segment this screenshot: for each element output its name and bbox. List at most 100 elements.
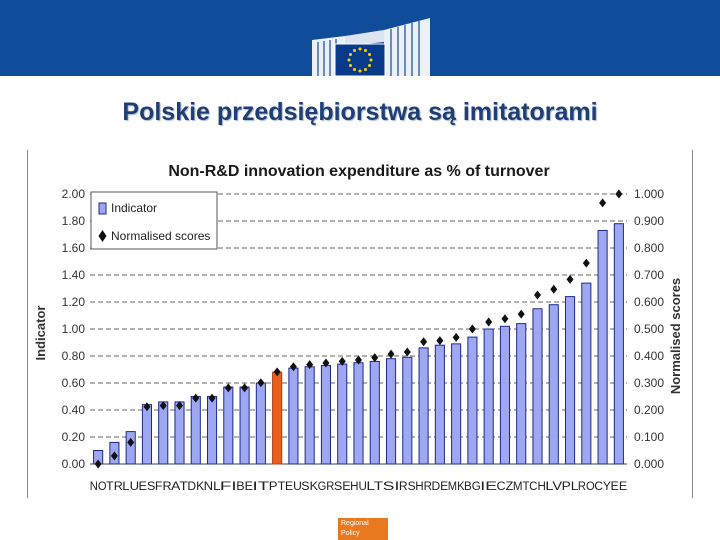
bar-mk <box>451 343 462 465</box>
legend-entry-indicator: Indicator <box>111 201 157 215</box>
bar-es <box>141 404 153 465</box>
legend-marker-swatch <box>98 230 107 242</box>
marker-dk <box>192 393 200 403</box>
bar-lv <box>548 304 559 465</box>
marker-fr <box>159 401 167 411</box>
x-tick-label: HR <box>415 481 432 493</box>
marker-it <box>257 378 265 388</box>
bar-it <box>255 382 266 465</box>
marker-mt <box>517 309 525 319</box>
bar-lu <box>125 431 136 465</box>
flag-star-icon <box>348 64 352 67</box>
bar-at <box>174 401 185 465</box>
y2-tick-label: 0.900 <box>634 214 664 228</box>
header-banner <box>0 0 720 76</box>
bar-bg <box>467 336 478 465</box>
marker-pl <box>566 274 574 284</box>
x-tick-label: FI <box>220 481 237 493</box>
bar-se <box>337 363 348 465</box>
flag-star-icon <box>358 69 362 73</box>
bar-ee <box>613 223 624 465</box>
footer-badge: Regional Policy <box>338 518 388 540</box>
marker-lv <box>550 284 558 294</box>
chart-title: Non-R&D innovation expenditure as % of t… <box>168 163 549 180</box>
bar-hu <box>353 362 364 465</box>
legend: Indicator Normalised scores <box>90 191 218 250</box>
y2-axis-label: Normalised scores <box>668 278 683 394</box>
y-tick-label: 1.00 <box>62 322 86 336</box>
footer-text-line1: Regional <box>341 520 369 527</box>
x-tick-label: BG <box>464 481 481 493</box>
bar-nl <box>206 396 218 465</box>
bar-ch <box>532 308 543 465</box>
bar-ie <box>483 328 494 465</box>
marker-gr <box>322 358 330 368</box>
bar-de <box>434 344 445 465</box>
flag-star-icon <box>364 48 367 52</box>
x-tick-label: LV <box>545 481 562 493</box>
x-tick-label: RO <box>578 481 595 493</box>
x-tick-label: EU <box>285 481 302 493</box>
marker-rs <box>403 347 411 357</box>
flag-star-icon <box>348 53 352 56</box>
y2-tick-label: 0.700 <box>634 268 664 282</box>
bar-cy <box>597 229 608 465</box>
bar-pl <box>564 296 576 465</box>
marker-nl <box>208 393 216 403</box>
bar-cz <box>499 325 511 465</box>
y-tick-label: 2.00 <box>62 187 86 201</box>
marker-eu <box>289 362 297 372</box>
x-tick-label: BE <box>236 481 253 493</box>
footer-text-line2: Policy <box>341 530 360 537</box>
x-tick-label: LT <box>366 481 383 493</box>
x-tick-label: EE <box>610 481 627 493</box>
y2-tick-label: 0.100 <box>634 430 664 444</box>
x-tick-label: CH <box>529 481 546 493</box>
marker-no <box>94 459 102 469</box>
chart-frame: Non-R&D innovation expenditure as % of t… <box>27 150 693 498</box>
legend-entry-normalised: Normalised scores <box>111 229 210 243</box>
bar-be <box>239 386 250 465</box>
european-commission-logo <box>312 18 430 76</box>
bar-si <box>385 358 397 465</box>
marker-de <box>436 336 444 346</box>
marker-hr <box>420 337 428 347</box>
marker-ie <box>485 317 493 327</box>
y-tick-label: 0.60 <box>62 376 86 390</box>
x-tick-label: SK <box>301 481 318 493</box>
bar-fi <box>223 386 234 465</box>
innovation-chart: Non-R&D innovation expenditure as % of t… <box>27 150 693 498</box>
y2-tick-label: 0.300 <box>634 376 664 390</box>
slide-title: Polskie przedsiębiorstwa są imitatorami <box>122 98 598 126</box>
bar-dk <box>190 396 201 465</box>
marker-es <box>143 402 151 412</box>
bar-fr <box>158 401 169 465</box>
bar-sk <box>304 366 315 465</box>
y-tick-label: 1.80 <box>62 214 86 228</box>
bar-lt <box>369 360 380 465</box>
marker-lt <box>371 353 379 363</box>
marker-se <box>338 356 346 366</box>
flag-star-icon <box>358 47 362 51</box>
x-tick-label: TR <box>106 481 123 493</box>
y2-tick-label: 0.500 <box>634 322 664 336</box>
marker-hu <box>355 355 362 365</box>
x-tick-label: DK <box>187 481 204 493</box>
flag-star-icon <box>368 64 372 67</box>
marker-si <box>387 349 395 359</box>
marker-tr <box>110 451 118 461</box>
x-tick-label: PL <box>562 481 579 493</box>
x-tick-label: NL <box>204 481 221 493</box>
flag-star-icon <box>353 48 356 52</box>
y2-tick-label: 0.600 <box>634 295 664 309</box>
marker-lu <box>127 437 135 447</box>
bar-pt <box>272 371 283 465</box>
marker-cz <box>501 314 509 324</box>
flag-star-icon <box>368 53 372 56</box>
bar-ro <box>581 282 592 465</box>
x-tick-label: PT <box>269 481 286 493</box>
marker-pt <box>273 367 281 377</box>
y-axis-label: Indicator <box>33 306 48 361</box>
marker-ch <box>534 290 541 300</box>
bar-hr <box>418 347 429 465</box>
